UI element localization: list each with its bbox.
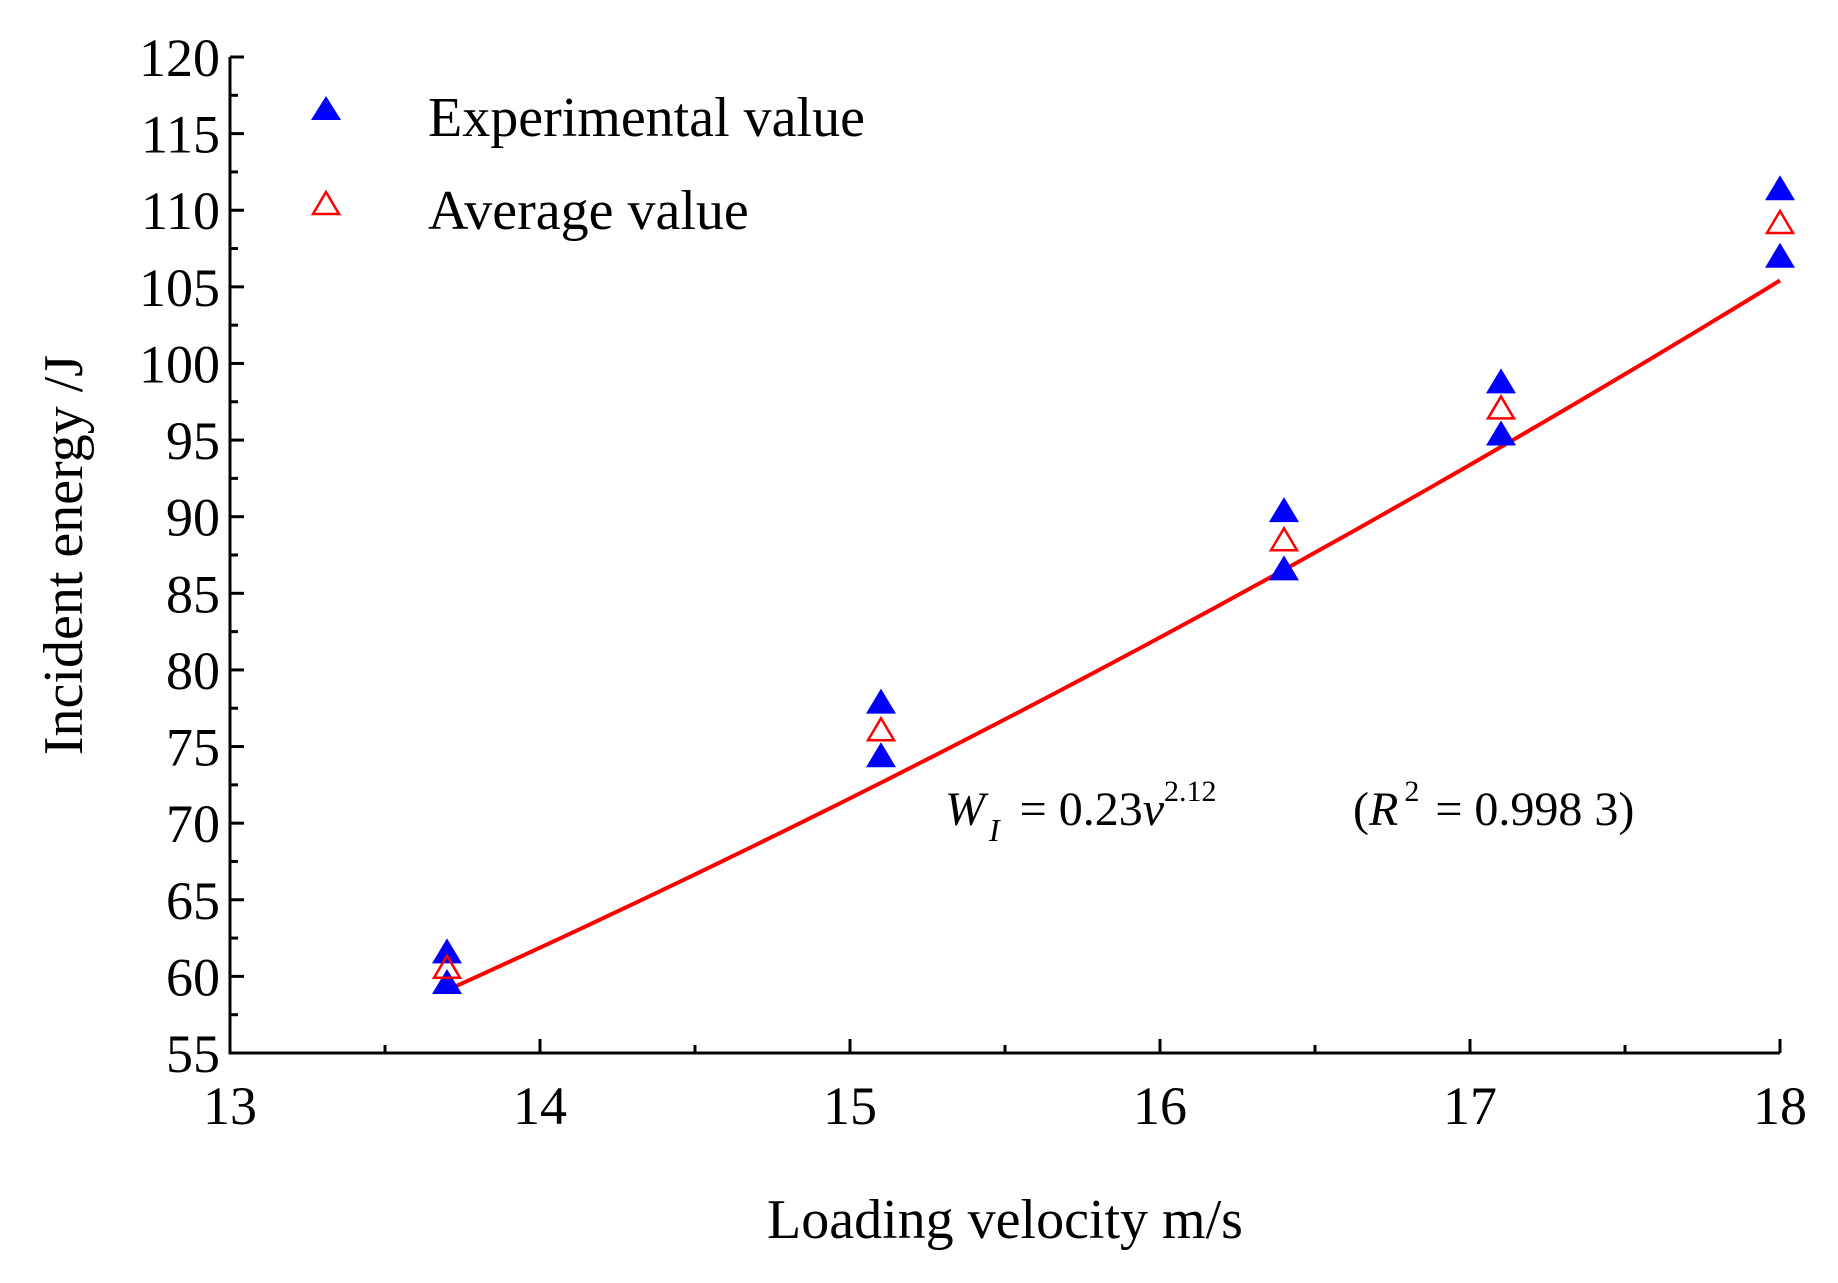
y-tick-label: 85 (166, 564, 220, 624)
x-tick-label: 14 (513, 1076, 567, 1136)
x-ticks: 13 14 15 16 17 18 (203, 1039, 1807, 1136)
x-tick-label: 17 (1443, 1076, 1497, 1136)
x-axis-label: Loading velocity m/s (767, 1189, 1243, 1251)
y-tick-label: 70 (166, 794, 220, 854)
y-tick-label: 120 (139, 28, 220, 88)
eq-equals: = 0.23 (1008, 783, 1143, 836)
experimental-point (1486, 420, 1516, 446)
fit-curve (446, 278, 1782, 993)
eq-sup: 2.12 (1164, 775, 1217, 808)
experimental-point (432, 938, 462, 964)
x-tick-label: 15 (823, 1076, 877, 1136)
y-tick-label: 105 (139, 258, 220, 318)
y-tick-label: 60 (166, 947, 220, 1007)
y-tick-label: 115 (141, 105, 220, 165)
eq-lhs-var: W (945, 783, 989, 836)
eq-lhs-sub: I (988, 812, 1001, 848)
average-point (1485, 393, 1517, 420)
average-point (1764, 208, 1796, 235)
experimental-point (1765, 175, 1795, 201)
y-tick-label: 80 (166, 641, 220, 701)
y-tick-label: 95 (166, 411, 220, 471)
r-eq: = 0.998 3) (1423, 783, 1634, 836)
r-var: R (1368, 783, 1398, 836)
average-point (431, 953, 463, 979)
experimental-point (1486, 368, 1516, 394)
experimental-point (1765, 242, 1795, 268)
experimental-point (432, 969, 462, 995)
r-open: ( (1353, 783, 1369, 836)
y-tick-label: 75 (166, 718, 220, 778)
legend-label-experimental: Experimental value (428, 87, 865, 149)
legend: Experimental value Average value (310, 87, 865, 242)
y-tick-label: 65 (166, 871, 220, 931)
y-tick-label: 110 (141, 181, 220, 241)
r-sup: 2 (1404, 775, 1419, 808)
experimental-point (866, 742, 896, 768)
average-point (865, 715, 897, 742)
marks-layer (431, 175, 1796, 995)
y-tick-label: 100 (139, 334, 220, 394)
y-ticks: 55 60 65 70 75 80 85 90 95 100 105 110 115 120 (139, 28, 244, 1084)
experimental-point (866, 688, 896, 714)
y-tick-label: 90 (166, 488, 220, 548)
y-tick-label: 55 (166, 1024, 220, 1084)
average-point (1268, 525, 1300, 552)
fit-layer (446, 278, 1782, 993)
y-axis-label: Incident energy /J (33, 355, 95, 755)
x-tick-label: 13 (203, 1076, 257, 1136)
experimental-point (1269, 555, 1299, 581)
legend-label-average: Average value (428, 180, 749, 242)
fit-r-squared: (R 2 = 0.998 3) (1353, 775, 1634, 836)
legend-marker-average (310, 189, 342, 216)
eq-var: v (1143, 783, 1165, 836)
x-tick-label: 16 (1133, 1076, 1187, 1136)
x-tick-label: 18 (1753, 1076, 1807, 1136)
experimental-point (1269, 497, 1299, 523)
legend-marker-experimental (311, 96, 341, 120)
